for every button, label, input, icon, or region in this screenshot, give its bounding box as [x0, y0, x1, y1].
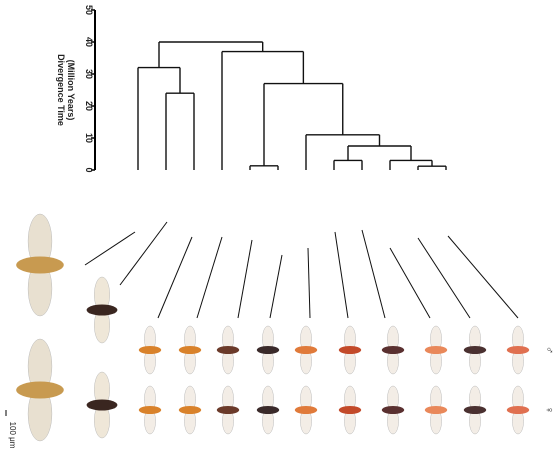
connector: [334, 231, 349, 319]
fly-body: [381, 406, 405, 414]
tick-label: 20: [84, 101, 94, 111]
fly-body: [463, 346, 487, 354]
fly-body: [381, 346, 405, 354]
axis-label: (Million Years): [66, 60, 76, 121]
fly-body: [256, 406, 280, 414]
fly-body: [338, 346, 362, 354]
connector: [447, 235, 519, 319]
fly-body: [86, 304, 118, 316]
connector: [361, 229, 386, 319]
tick-label: 30: [84, 69, 94, 79]
fly-body: [338, 406, 362, 414]
sex-symbol: ♂: [543, 346, 555, 354]
fly-body: [506, 346, 530, 354]
sex-symbol: ♀: [543, 406, 555, 414]
connector: [237, 239, 253, 319]
fly-body: [463, 406, 487, 414]
axis-label: Divergence Time: [56, 54, 66, 126]
fly-body: [424, 406, 448, 414]
fly-body: [178, 406, 202, 414]
fly-body: [178, 346, 202, 354]
fly-body: [216, 406, 240, 414]
fly-body: [16, 381, 64, 399]
fly-body: [16, 256, 64, 274]
connector: [157, 236, 193, 319]
tick-label: 40: [84, 37, 94, 47]
fly-body: [506, 406, 530, 414]
fly-body: [138, 406, 162, 414]
connector: [417, 237, 471, 319]
connector: [119, 221, 168, 286]
tick-label: 0: [84, 167, 94, 172]
connector: [307, 247, 311, 319]
fly-body: [424, 346, 448, 354]
connector: [389, 247, 431, 319]
fly-body: [138, 346, 162, 354]
connector: [196, 236, 223, 319]
fly-body: [256, 346, 280, 354]
scale-bar-label: 100 μm: [8, 422, 17, 449]
fly-body: [86, 399, 118, 411]
tick-label: 10: [84, 133, 94, 143]
connector: [269, 254, 283, 319]
tick-label: 50: [84, 5, 94, 15]
fly-body: [216, 346, 240, 354]
connector: [84, 231, 136, 266]
fly-body: [294, 346, 318, 354]
fly-body: [294, 406, 318, 414]
